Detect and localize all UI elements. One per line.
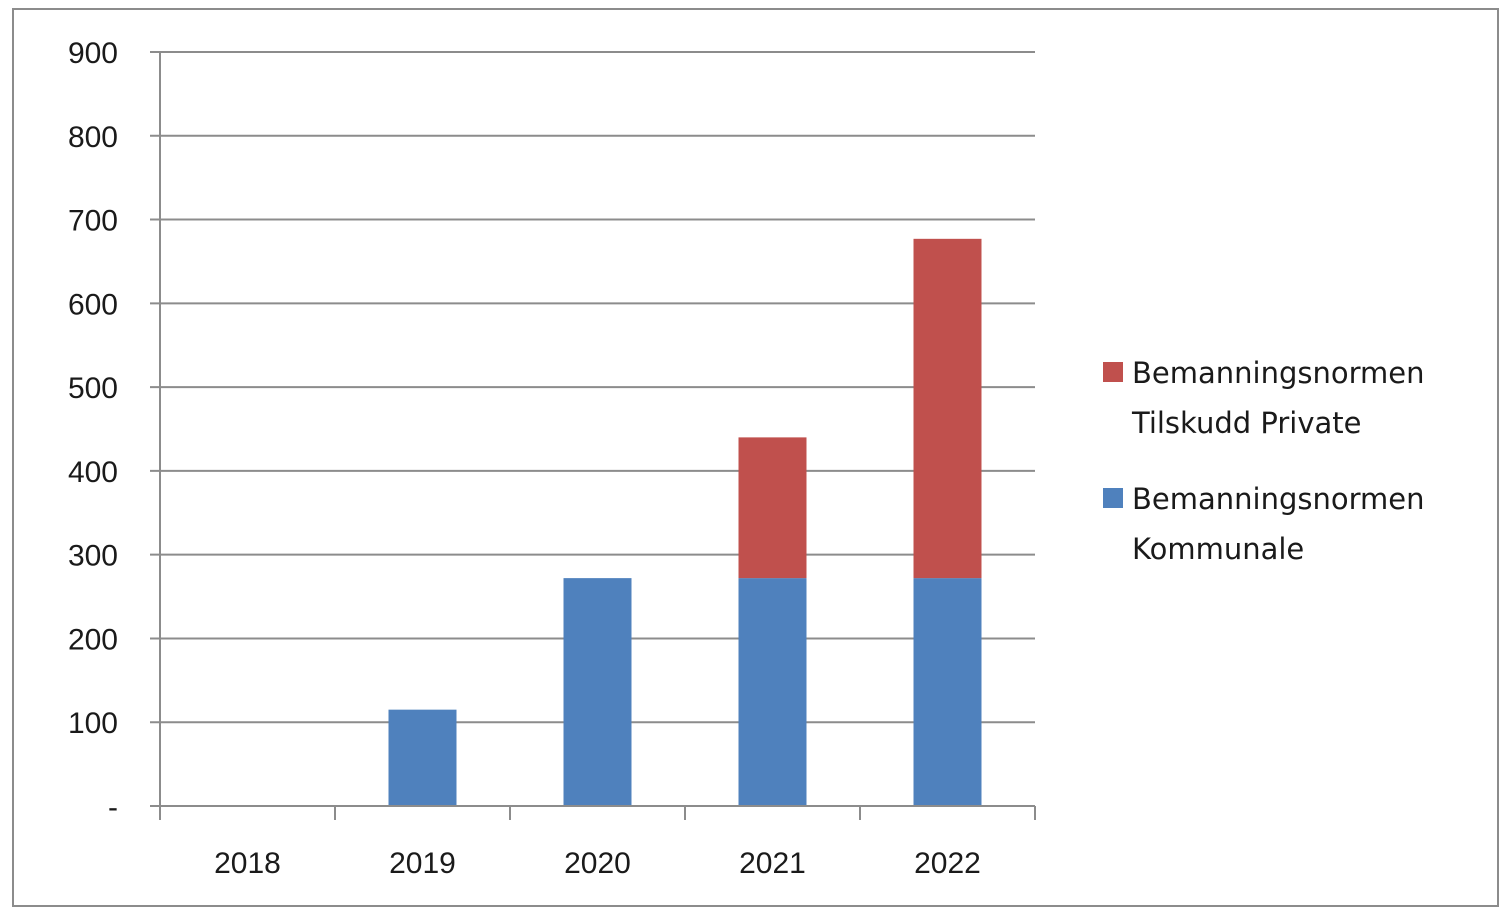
y-tick-label: 100 (68, 707, 118, 740)
legend-label: Bemanningsnormen (1132, 356, 1424, 390)
x-tick-label: 2021 (739, 847, 806, 880)
bar-2021-series-2 (738, 437, 807, 579)
y-tick-label: 900 (68, 37, 118, 70)
y-tick-label: 600 (68, 288, 118, 321)
y-tick-label: 700 (68, 205, 118, 238)
axes (150, 52, 1036, 820)
y-tick-label: 300 (68, 540, 118, 573)
bars (388, 238, 982, 806)
x-tick-label: 2022 (914, 847, 981, 880)
legend: Bemanningsnormen Tilskudd Private Bemannin… (1103, 356, 1424, 566)
bar-2019-series-1 (388, 709, 457, 806)
legend-label: Kommunale (1132, 532, 1304, 566)
legend-label: Bemanningsnormen (1132, 482, 1424, 516)
bar-2020-series-1 (563, 578, 632, 806)
x-tick-labels: 2018 2019 2020 2021 2022 (214, 847, 981, 880)
y-tick-labels: - 100 200 300 400 500 600 700 800 900 (68, 37, 118, 824)
y-tick-label: 500 (68, 372, 118, 405)
legend-swatch (1103, 488, 1123, 508)
gridlines (150, 51, 1035, 724)
x-tick-label: 2018 (214, 847, 281, 880)
bar-2022-series-2 (913, 238, 982, 579)
x-tick-label: 2019 (389, 847, 456, 880)
y-tick-label: 200 (68, 623, 118, 656)
y-tick-label: 400 (68, 456, 118, 489)
y-tick-label: - (108, 791, 118, 824)
legend-label: Tilskudd Private (1131, 406, 1361, 440)
legend-swatch (1103, 362, 1123, 382)
x-tick-label: 2020 (564, 847, 631, 880)
y-tick-label: 800 (68, 121, 118, 154)
bar-2021-series-1 (738, 578, 807, 806)
bar-2022-series-1 (913, 578, 982, 806)
